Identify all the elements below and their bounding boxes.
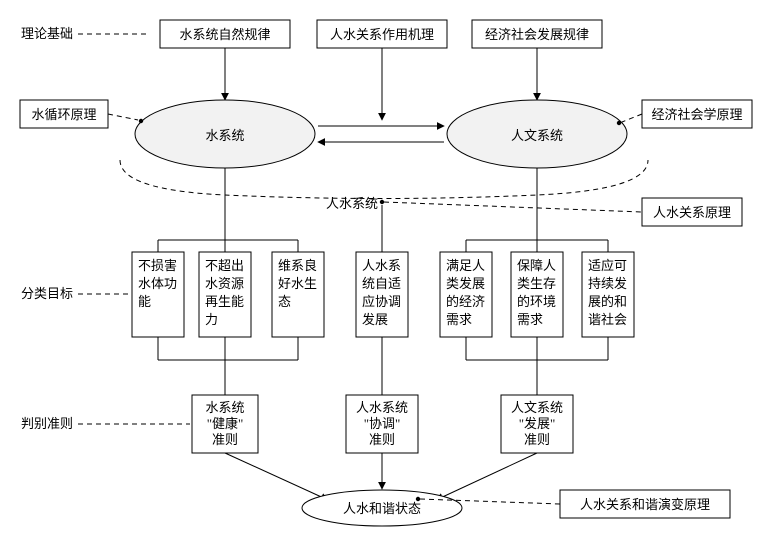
criteria-box-water: 水系统 "健康" 准则	[192, 395, 258, 453]
svg-text:人水系: 人水系	[362, 258, 401, 273]
category-box-c6: 保障人 类生存 的环境 需求	[511, 252, 563, 337]
svg-text:"健康": "健康"	[207, 416, 244, 431]
category-box-c2: 不超出 水资源 再生能 力	[199, 252, 251, 337]
theory-box-water-law: 水系统自然规律	[160, 20, 290, 48]
flowchart-diagram: 理论基础 分类目标 判别准则 水系统自然规律 人水关系作用机理 经济社会发展规律…	[0, 0, 773, 541]
label-theory: 理论基础	[21, 26, 73, 41]
dash-hw-relation	[384, 202, 642, 212]
svg-text:水循环原理: 水循环原理	[31, 107, 96, 122]
svg-text:类发展: 类发展	[446, 276, 485, 291]
svg-text:统自适: 统自适	[362, 276, 401, 291]
svg-text:准则: 准则	[369, 432, 395, 447]
category-box-c7: 适应可 持续发 展的和 谐社会	[582, 252, 634, 337]
svg-text:满足人: 满足人	[446, 258, 485, 273]
svg-text:准则: 准则	[212, 432, 238, 447]
ellipse-final-state: 人水和谐状态	[302, 490, 462, 526]
svg-text:经济社会学原理: 经济社会学原理	[651, 107, 742, 122]
svg-text:水资源: 水资源	[205, 276, 244, 291]
svg-text:准则: 准则	[524, 432, 550, 447]
svg-text:力: 力	[205, 312, 218, 327]
svg-text:能: 能	[138, 294, 151, 309]
ellipse-human-system: 人文系统	[447, 100, 627, 168]
svg-text:人水和谐状态: 人水和谐状态	[343, 501, 421, 516]
arrow-crit-human	[436, 453, 537, 500]
theory-box-econ-law: 经济社会发展规律	[472, 20, 602, 48]
svg-text:态: 态	[278, 294, 291, 309]
principle-box-hw-relation: 人水关系原理	[642, 198, 742, 226]
dash-cycle-connect	[108, 114, 138, 120]
svg-text:展的和: 展的和	[588, 294, 627, 309]
dot-cycle	[139, 119, 143, 123]
svg-text:保障人: 保障人	[517, 258, 556, 273]
label-criteria: 判别准则	[21, 416, 73, 431]
category-box-c3: 维系良 好水生 态	[272, 252, 324, 337]
principle-box-harmony-evo: 人水关系和谐演变原理	[560, 490, 730, 518]
svg-text:不损害: 不损害	[138, 258, 177, 273]
svg-text:人水关系原理: 人水关系原理	[653, 205, 731, 220]
criteria-box-human: 人文系统 "发展" 准则	[501, 395, 573, 453]
svg-text:不超出: 不超出	[205, 258, 244, 273]
svg-text:应协调: 应协调	[362, 294, 401, 309]
principle-box-econ-soc: 经济社会学原理	[642, 100, 752, 128]
svg-text:水体功: 水体功	[138, 276, 177, 291]
theory-box-hw-mechanism: 人水关系作用机理	[317, 20, 447, 48]
svg-text:水系统: 水系统	[205, 400, 244, 415]
label-combined-system: 人水系统	[326, 196, 378, 211]
ellipse-water-system: 水系统	[135, 100, 315, 168]
svg-text:的经济: 的经济	[446, 294, 485, 309]
svg-text:的环境: 的环境	[517, 294, 556, 309]
principle-box-cycle: 水循环原理	[20, 100, 108, 128]
svg-text:经济社会发展规律: 经济社会发展规律	[485, 27, 589, 42]
label-category: 分类目标	[21, 286, 73, 301]
svg-text:"协调": "协调"	[364, 416, 401, 431]
svg-text:人水关系和谐演变原理: 人水关系和谐演变原理	[580, 497, 710, 512]
dot-econ	[617, 121, 621, 125]
svg-text:需求: 需求	[446, 312, 472, 327]
svg-text:维系良: 维系良	[278, 258, 317, 273]
svg-text:再生能: 再生能	[205, 294, 244, 309]
svg-text:适应可: 适应可	[588, 258, 627, 273]
category-box-c1: 不损害 水体功 能	[132, 252, 184, 337]
svg-text:人水系统: 人水系统	[356, 400, 408, 415]
svg-text:水系统: 水系统	[205, 128, 244, 143]
svg-text:人文系统: 人文系统	[511, 400, 563, 415]
dot-final	[416, 497, 420, 501]
svg-text:人水关系作用机理: 人水关系作用机理	[330, 27, 434, 42]
category-box-c5: 满足人 类发展 的经济 需求	[440, 252, 492, 337]
criteria-box-hw: 人水系统 "协调" 准则	[346, 395, 418, 453]
svg-text:类生存: 类生存	[517, 276, 556, 291]
svg-text:好水生: 好水生	[278, 276, 317, 291]
dash-econ-connect	[622, 114, 642, 122]
svg-text:需求: 需求	[517, 312, 543, 327]
svg-text:水系统自然规律: 水系统自然规律	[179, 27, 270, 42]
arrow-crit-water	[225, 453, 328, 500]
svg-text:发展: 发展	[362, 312, 388, 327]
svg-text:持续发: 持续发	[588, 276, 627, 291]
dot-combined	[380, 200, 384, 204]
svg-text:谐社会: 谐社会	[588, 312, 627, 327]
svg-text:人文系统: 人文系统	[511, 128, 563, 143]
category-box-c4: 人水系 统自适 应协调 发展	[356, 252, 408, 337]
svg-text:"发展": "发展"	[519, 416, 556, 431]
